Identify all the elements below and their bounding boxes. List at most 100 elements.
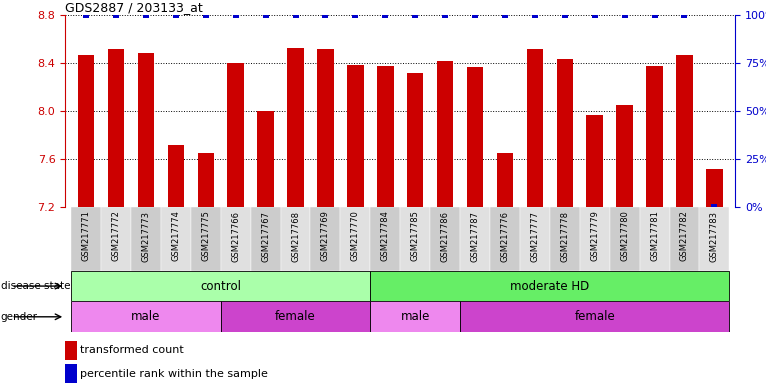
Bar [198, 153, 214, 207]
Bar [460, 207, 490, 271]
Bar [520, 207, 550, 271]
Bar [617, 105, 633, 207]
Bar [347, 65, 364, 207]
Point [558, 12, 571, 18]
Text: GSM217779: GSM217779 [591, 210, 599, 262]
Point [349, 12, 362, 18]
Bar [191, 207, 221, 271]
Bar [610, 207, 640, 271]
Text: GSM217777: GSM217777 [530, 210, 539, 262]
Text: female: female [574, 310, 615, 323]
Bar [317, 49, 334, 207]
Text: disease state: disease state [1, 281, 70, 291]
Text: GSM217781: GSM217781 [650, 210, 659, 262]
Point [588, 12, 601, 18]
Point [439, 12, 451, 18]
Text: moderate HD: moderate HD [510, 280, 590, 293]
Bar [71, 301, 221, 332]
Text: control: control [200, 280, 241, 293]
Point [529, 12, 541, 18]
Text: GSM217769: GSM217769 [321, 210, 330, 262]
Bar [287, 48, 304, 207]
Point [80, 12, 92, 18]
Text: GSM217771: GSM217771 [81, 210, 90, 262]
Bar [437, 61, 453, 207]
Bar [78, 55, 94, 207]
Bar [430, 207, 460, 271]
Text: GSM217766: GSM217766 [231, 210, 241, 262]
Bar [527, 49, 543, 207]
Text: GSM217776: GSM217776 [500, 210, 509, 262]
Bar [71, 207, 101, 271]
Text: male: male [131, 310, 161, 323]
Text: GSM217768: GSM217768 [291, 210, 300, 262]
Text: gender: gender [1, 312, 38, 322]
Text: GSM217786: GSM217786 [440, 210, 450, 262]
Point [679, 12, 691, 18]
Text: GSM217787: GSM217787 [470, 210, 480, 262]
Text: male: male [401, 310, 430, 323]
Bar [161, 207, 191, 271]
Text: GSM217778: GSM217778 [560, 210, 569, 262]
Text: GSM217782: GSM217782 [680, 210, 689, 262]
Bar [370, 271, 729, 301]
Point [170, 12, 182, 18]
Bar [490, 207, 520, 271]
Bar [250, 207, 280, 271]
Bar [370, 301, 460, 332]
Bar [407, 73, 424, 207]
Point [709, 204, 721, 210]
Text: GSM217774: GSM217774 [172, 210, 180, 262]
Bar [257, 111, 273, 207]
Point [139, 12, 152, 18]
Point [618, 12, 630, 18]
Bar [377, 66, 394, 207]
Bar [221, 301, 370, 332]
Point [110, 12, 122, 18]
Text: GSM217772: GSM217772 [112, 210, 120, 262]
Text: GSM217770: GSM217770 [351, 210, 360, 262]
Point [319, 12, 332, 18]
Point [260, 12, 272, 18]
Bar [580, 207, 610, 271]
Bar [280, 207, 310, 271]
Text: GSM217783: GSM217783 [710, 210, 719, 262]
Text: percentile rank within the sample: percentile rank within the sample [80, 369, 268, 379]
Bar [460, 301, 729, 332]
Point [200, 12, 212, 18]
Bar [496, 153, 513, 207]
Bar [168, 145, 184, 207]
Bar [640, 207, 669, 271]
Bar [221, 207, 250, 271]
Text: GSM217773: GSM217773 [142, 210, 150, 262]
Bar [550, 207, 580, 271]
Point [469, 12, 481, 18]
Text: GSM217784: GSM217784 [381, 210, 390, 262]
Point [649, 12, 661, 18]
Bar [669, 207, 699, 271]
Bar [138, 53, 154, 207]
Text: female: female [275, 310, 316, 323]
Bar [676, 55, 692, 207]
Bar [108, 49, 124, 207]
Bar [647, 66, 663, 207]
Text: GSM217775: GSM217775 [201, 210, 210, 262]
Point [379, 12, 391, 18]
Text: GSM217780: GSM217780 [620, 210, 629, 262]
Bar [699, 207, 729, 271]
Bar [466, 67, 483, 207]
Point [290, 12, 302, 18]
Point [409, 12, 421, 18]
Bar [587, 115, 603, 207]
Bar [557, 59, 573, 207]
Bar [401, 207, 430, 271]
Bar [228, 63, 244, 207]
Text: GSM217767: GSM217767 [261, 210, 270, 262]
Point [499, 12, 511, 18]
Text: GDS2887 / 203133_at: GDS2887 / 203133_at [65, 1, 203, 14]
Bar [71, 271, 370, 301]
Text: transformed count: transformed count [80, 345, 184, 355]
Bar [310, 207, 340, 271]
Bar [101, 207, 131, 271]
Text: GSM217785: GSM217785 [411, 210, 420, 262]
